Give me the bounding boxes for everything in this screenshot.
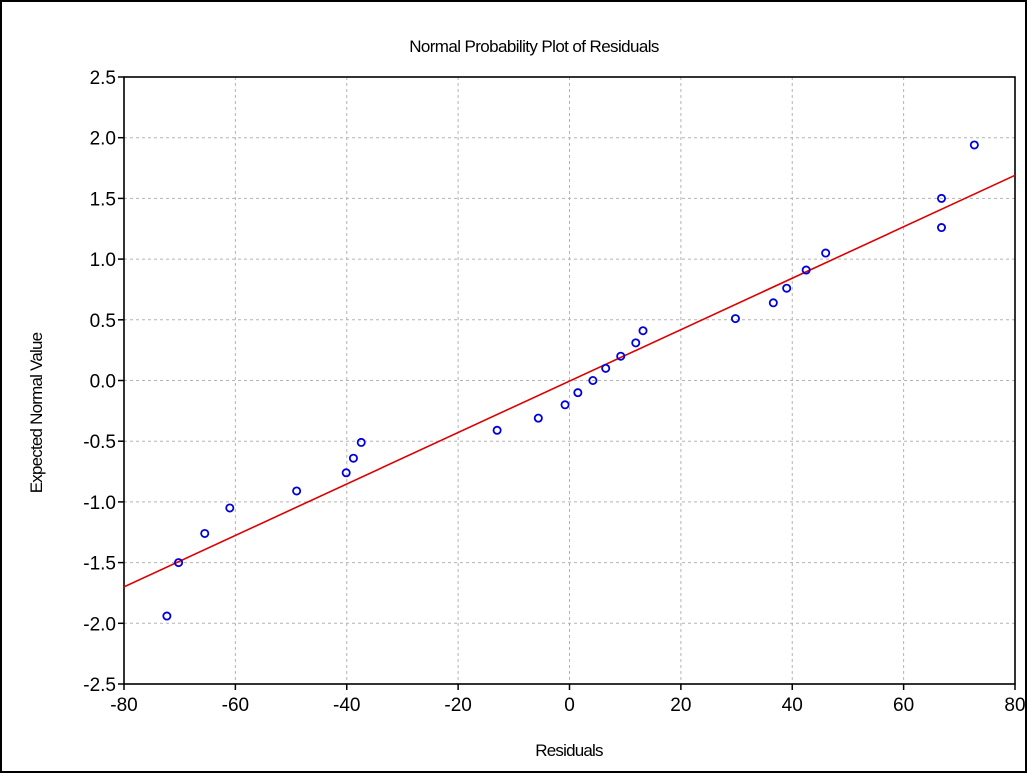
y-tick-label: -2.0 <box>83 614 116 635</box>
data-point <box>200 528 210 538</box>
x-tick-label: 0 <box>564 695 575 716</box>
data-point <box>341 468 351 478</box>
data-point <box>801 265 811 275</box>
y-tick-label: -2.5 <box>83 675 116 696</box>
x-tick-label: -20 <box>444 695 471 716</box>
data-point <box>616 351 626 361</box>
x-tick-label: 80 <box>1004 695 1025 716</box>
data-point <box>730 314 740 324</box>
x-tick-label: 60 <box>893 695 914 716</box>
x-axis-title: Residuals <box>535 741 603 760</box>
data-point <box>348 453 358 463</box>
data-point <box>821 248 831 258</box>
data-point <box>573 388 583 398</box>
data-point <box>356 437 366 447</box>
data-point <box>560 400 570 410</box>
data-point <box>969 140 979 150</box>
data-point <box>292 486 302 496</box>
points-group <box>162 140 979 621</box>
data-point <box>782 283 792 293</box>
y-tick-label: 2.5 <box>90 68 116 89</box>
y-tick-label: 2.0 <box>90 129 116 150</box>
x-tick-label: -60 <box>222 695 249 716</box>
data-point <box>533 413 543 423</box>
data-point <box>638 326 648 336</box>
y-tick-label: 0.0 <box>90 372 116 393</box>
y-tick-label: -0.5 <box>83 432 116 453</box>
data-point <box>174 558 184 568</box>
y-tick-label: 1.0 <box>90 250 116 271</box>
data-point <box>225 503 235 513</box>
y-tick-label: 0.5 <box>90 311 116 332</box>
x-tick-label: 20 <box>670 695 691 716</box>
x-tick-label: -80 <box>110 695 137 716</box>
data-point <box>936 193 946 203</box>
data-point <box>768 298 778 308</box>
data-point <box>492 425 502 435</box>
data-point <box>601 363 611 373</box>
fit-line-group <box>123 174 1016 588</box>
x-tick-label: 40 <box>782 695 803 716</box>
y-tick-label: -1.0 <box>83 493 116 514</box>
x-tick-label: -40 <box>333 695 360 716</box>
data-point <box>162 611 172 621</box>
fit-line <box>123 174 1016 588</box>
axis-ticks: -80 -60 -40 -20 0 20 40 60 80 2.5 2.0 1.5 1.0 0.5 0.0 -… <box>83 68 1025 716</box>
y-tick-label: -1.5 <box>83 554 116 575</box>
y-tick-label: 1.5 <box>90 189 116 210</box>
y-axis-title: Expected Normal Value <box>27 332 46 493</box>
data-point <box>936 223 946 233</box>
data-point <box>588 375 598 385</box>
data-point <box>631 338 641 348</box>
chart-title: Normal Probability Plot of Residuals <box>409 37 659 56</box>
